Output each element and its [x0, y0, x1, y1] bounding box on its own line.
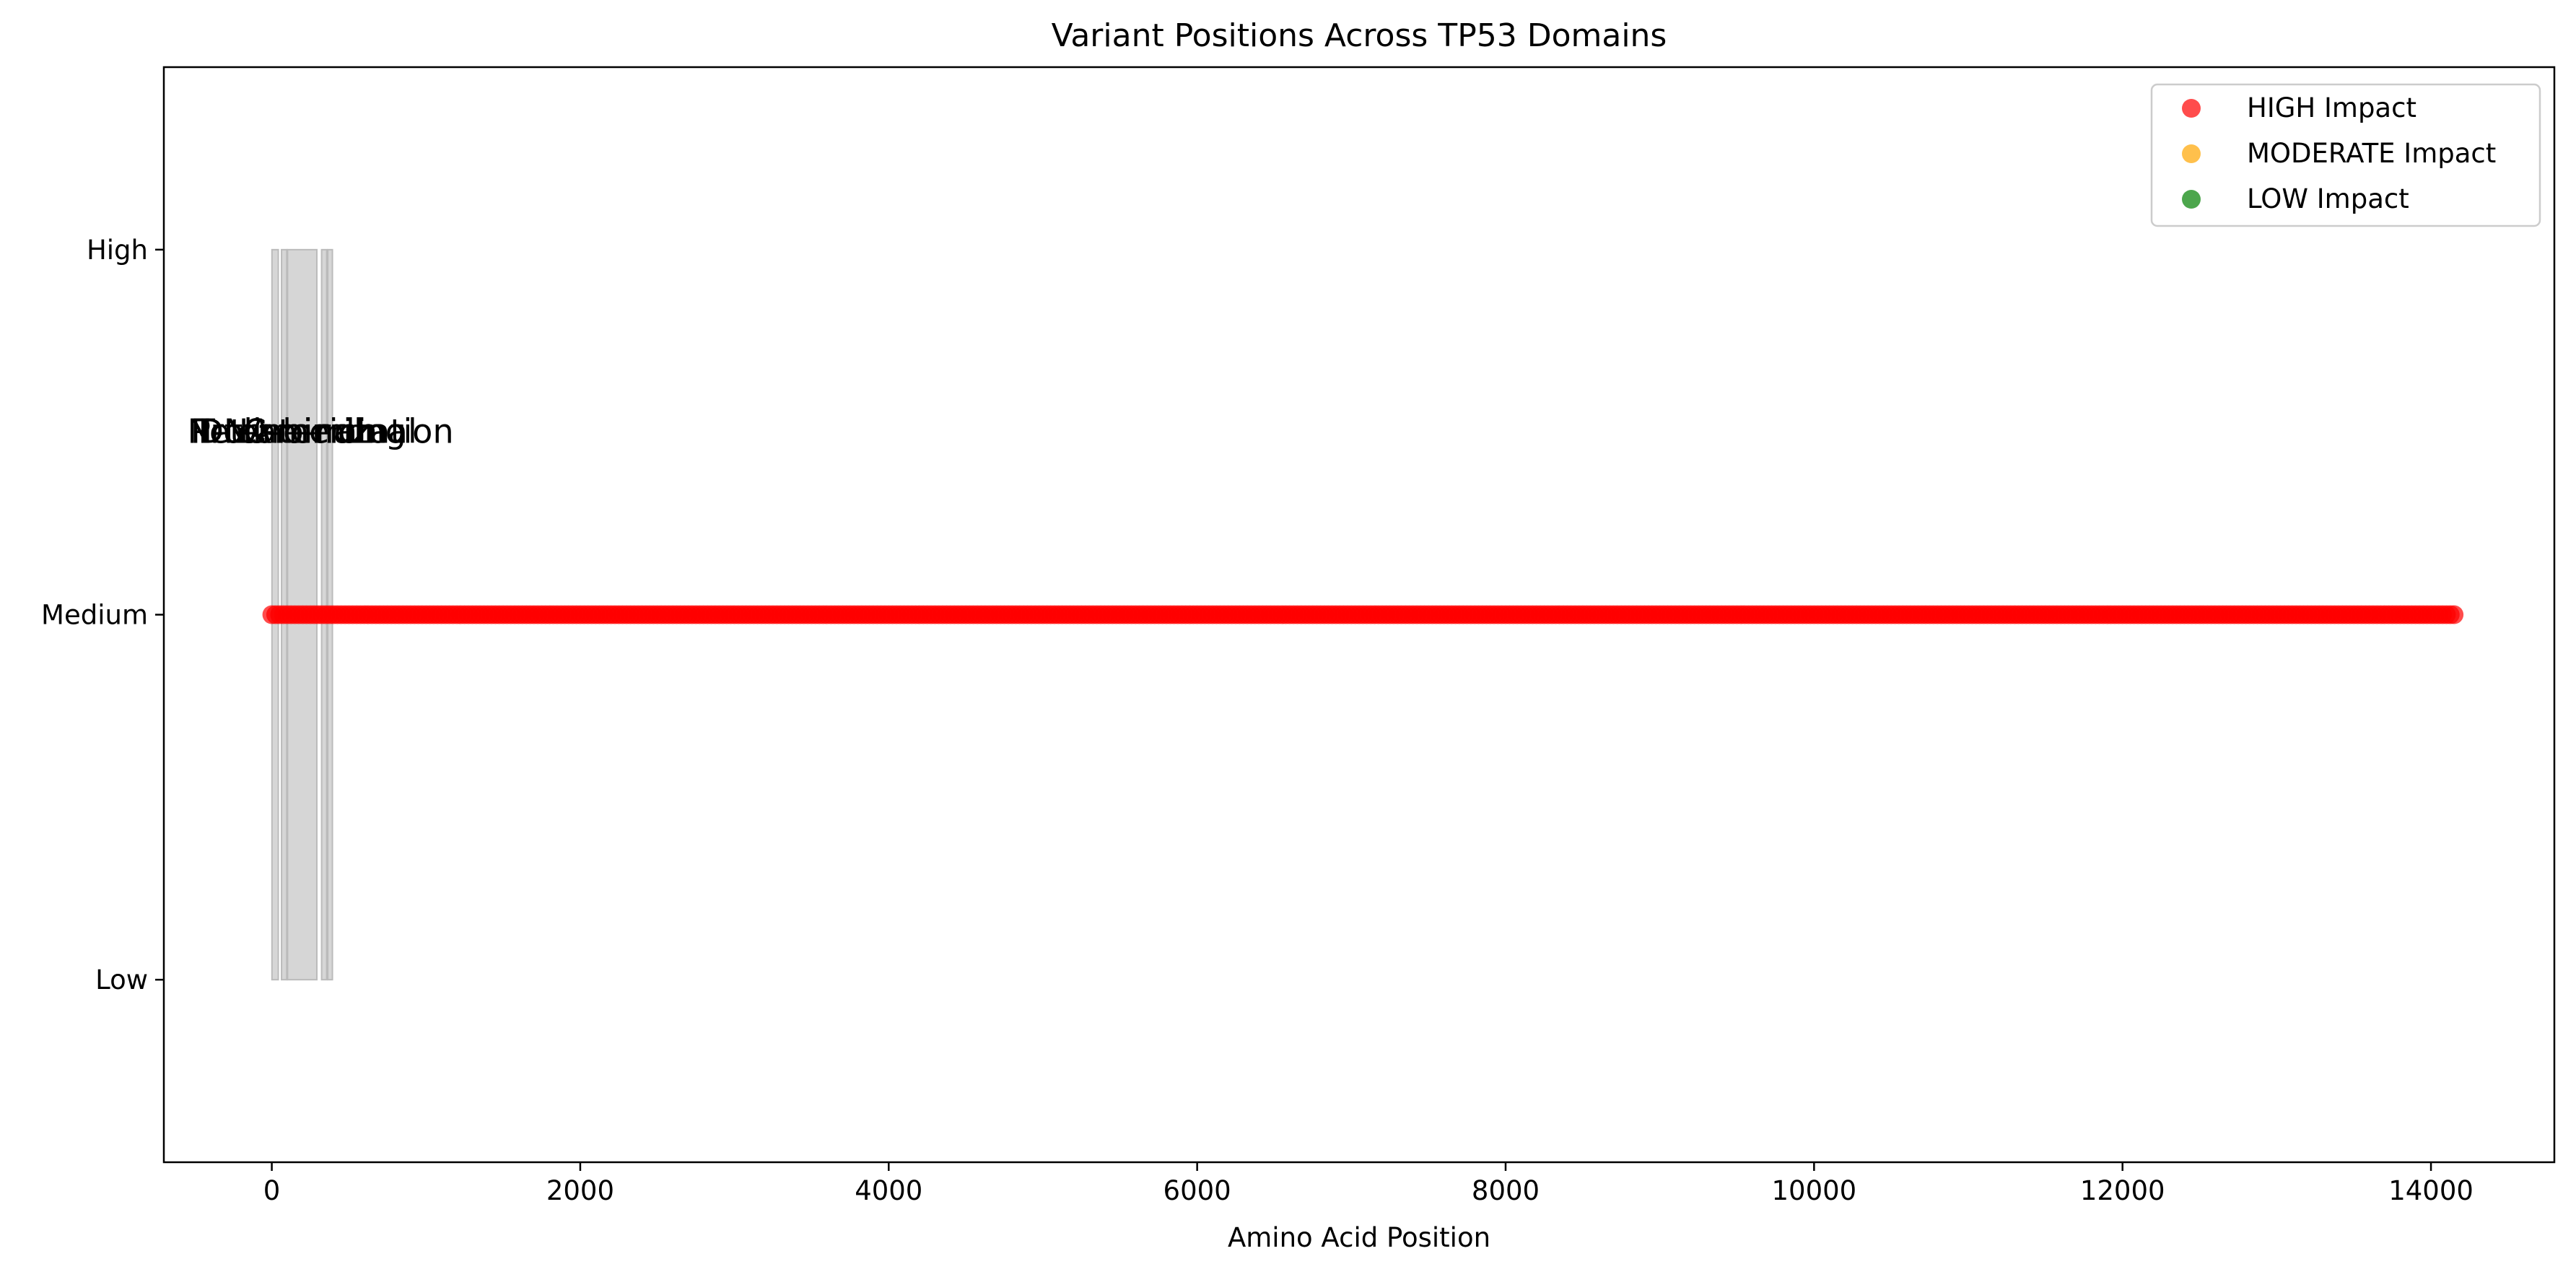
domain-label-0: N-terminal [188, 412, 363, 451]
legend-marker-low [2182, 190, 2201, 209]
legend-box [2150, 83, 2541, 227]
chart-title: Variant Positions Across TP53 Domains [1052, 17, 1667, 54]
x-tick-label: 6000 [1163, 1175, 1231, 1206]
legend: HIGH Impact MODERATE Impact LOW Impact [2150, 83, 2541, 227]
legend-marker-high [2182, 99, 2201, 118]
x-tick-label: 12000 [2080, 1175, 2165, 1206]
domain-label-4: C-terminal [243, 412, 417, 451]
legend-label-moderate: MODERATE Impact [2247, 138, 2496, 169]
domain-label-3: Tetramerization [194, 412, 454, 451]
y-tick-label: Medium [41, 600, 148, 631]
legend-label-high: HIGH Impact [2247, 92, 2416, 123]
x-tick-label: 4000 [855, 1175, 922, 1206]
x-tick-label: 8000 [1472, 1175, 1540, 1206]
x-axis-label: Amino Acid Position [1228, 1222, 1490, 1253]
legend-marker-moderate [2182, 144, 2201, 163]
domain-labels: N-terminalProline-richDNA-bindingTetrame… [188, 412, 454, 451]
x-tick-label: 2000 [546, 1175, 614, 1206]
legend-label-low: LOW Impact [2247, 183, 2409, 214]
y-axis: Low Medium High [41, 235, 164, 995]
x-axis: 0 2000 4000 6000 8000 10000 12000 14000 [263, 1162, 2474, 1206]
scatter-points [262, 605, 2464, 624]
y-tick-label: Low [95, 964, 148, 995]
x-tick-label: 14000 [2388, 1175, 2474, 1206]
x-tick-label: 0 [263, 1175, 281, 1206]
scatter-point-s0-566 [2445, 605, 2464, 624]
domain-label-1: Proline-rich [191, 412, 377, 451]
x-tick-label: 10000 [1771, 1175, 1856, 1206]
y-tick-label: High [87, 235, 148, 266]
domain-label-2: DNA-binding [198, 412, 406, 451]
